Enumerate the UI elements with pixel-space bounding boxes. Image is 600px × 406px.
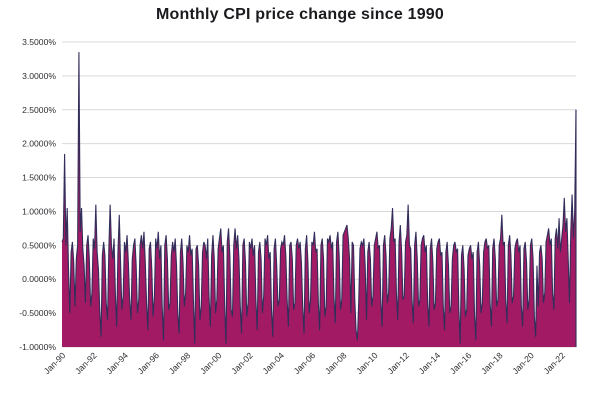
x-tick-label: Jan-08 [323, 350, 349, 376]
x-tick-label: Jan-00 [198, 350, 224, 376]
y-tick-label: 0.0000% [22, 274, 56, 284]
x-tick-label: Jan-90 [42, 350, 68, 376]
x-tick-label: Jan-94 [104, 350, 130, 376]
x-tick-label: Jan-98 [167, 350, 193, 376]
y-tick-label: -1.0000% [19, 342, 56, 352]
x-tick-label: Jan-92 [73, 350, 99, 376]
x-tick-label: Jan-14 [417, 350, 443, 376]
y-tick-label: 2.5000% [22, 105, 56, 115]
y-tick-label: 3.5000% [22, 37, 56, 47]
x-tick-label: Jan-22 [541, 350, 567, 376]
chart-title: Monthly CPI price change since 1990 [156, 6, 444, 23]
x-tick-label: Jan-04 [260, 350, 286, 376]
x-tick-label: Jan-06 [292, 350, 318, 376]
cpi-line [61, 52, 577, 344]
x-tick-label: Jan-20 [510, 350, 536, 376]
x-tick-label: Jan-12 [385, 350, 411, 376]
x-tick-label: Jan-96 [135, 350, 161, 376]
y-tick-label: 1.5000% [22, 173, 56, 183]
y-tick-label: 1.0000% [22, 206, 56, 216]
y-tick-label: 3.0000% [22, 71, 56, 81]
x-tick-label: Jan-10 [354, 350, 380, 376]
y-tick-label: -0.5000% [19, 308, 56, 318]
x-tick-label: Jan-02 [229, 350, 255, 376]
y-tick-label: 0.5000% [22, 240, 56, 250]
x-tick-label: Jan-18 [479, 350, 505, 376]
y-tick-label: 2.0000% [22, 139, 56, 149]
x-tick-label: Jan-16 [448, 350, 474, 376]
cpi-area-fill [62, 52, 576, 348]
